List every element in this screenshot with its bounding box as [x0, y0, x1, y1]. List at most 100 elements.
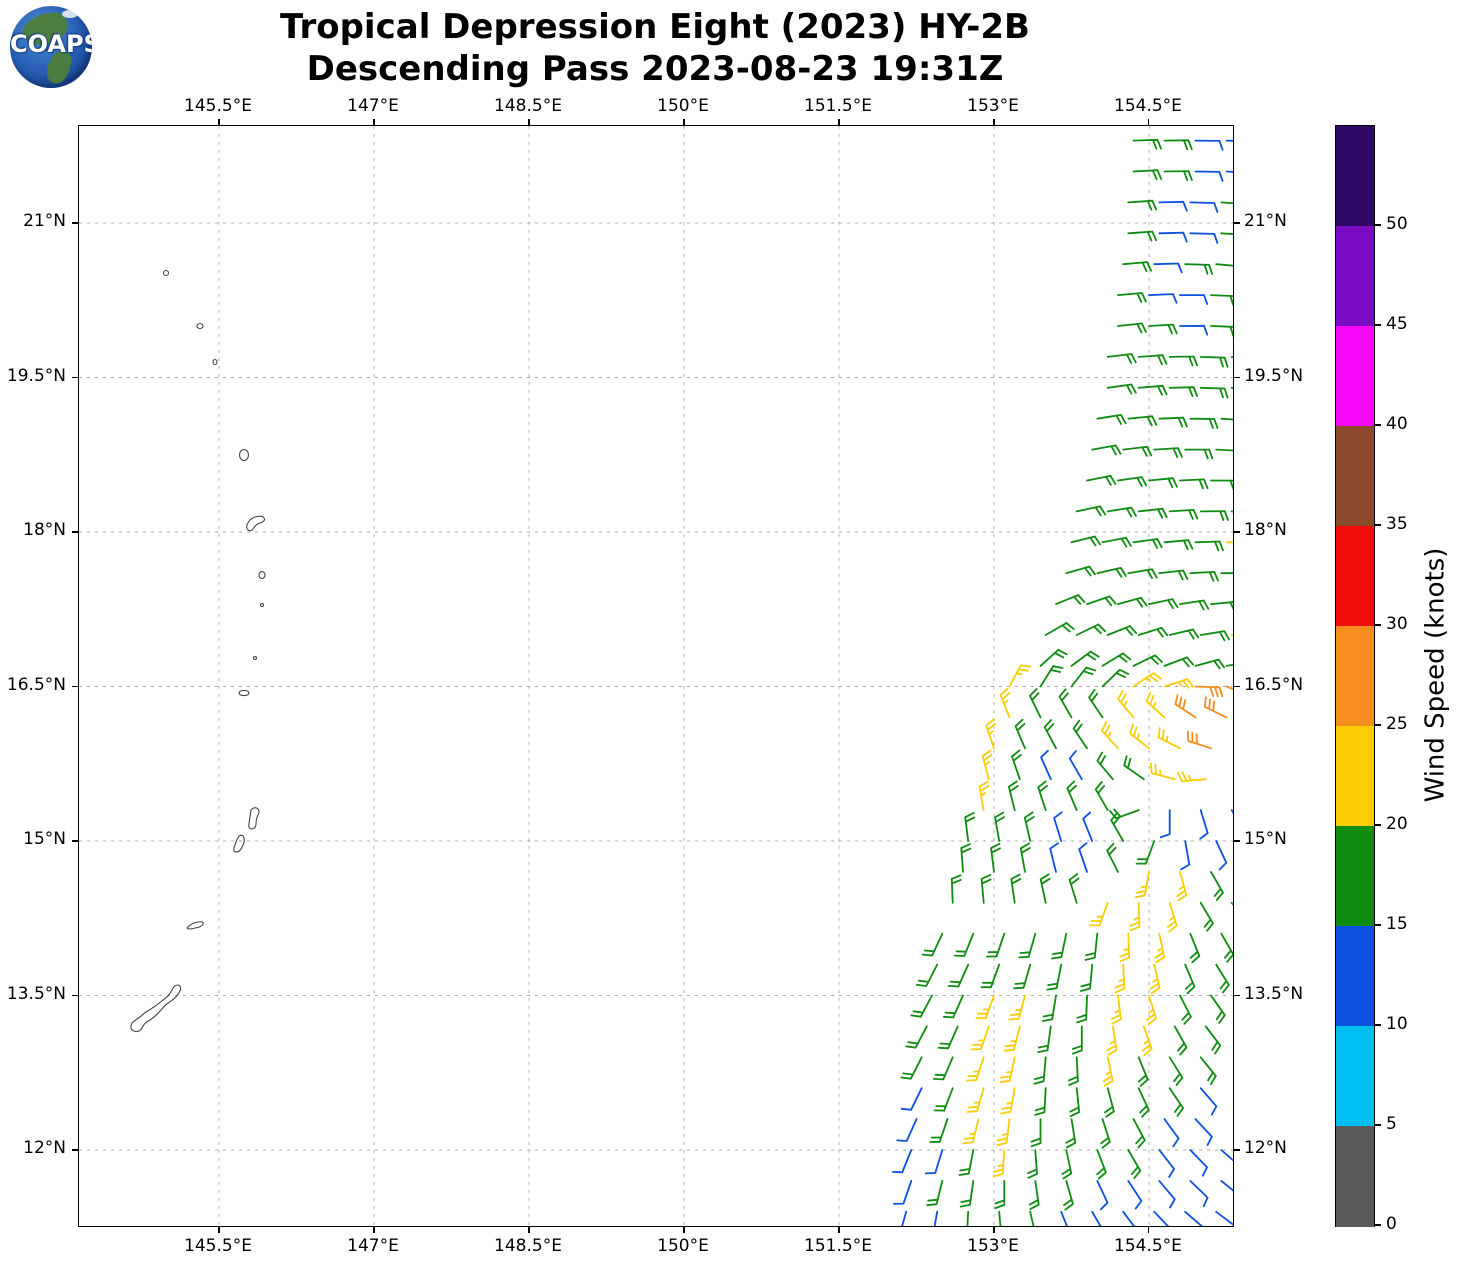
wind-barb — [996, 1118, 1011, 1146]
wind-barb — [1225, 685, 1233, 691]
wind-barb — [933, 1087, 954, 1112]
wind-barb — [1028, 1180, 1040, 1210]
wind-barb — [1194, 540, 1224, 552]
wind-barb — [1168, 628, 1200, 640]
y-axis-tick — [1234, 1149, 1240, 1151]
wind-barb — [1179, 478, 1209, 490]
colorbar-tick-label: 50 — [1386, 214, 1408, 234]
wind-barb — [1008, 780, 1019, 811]
wind-barb — [1199, 510, 1229, 521]
wind-barb — [1072, 1025, 1083, 1055]
wind-barb — [1158, 1180, 1176, 1209]
island-outline — [233, 834, 245, 853]
wind-barb — [921, 932, 944, 957]
wind-barb — [1123, 755, 1145, 781]
colorbar-tick — [1375, 624, 1381, 626]
x-axis-tick — [1147, 119, 1150, 125]
coaps-logo: COAPS — [10, 6, 92, 88]
x-axis-label: 153°E — [967, 96, 1019, 116]
wind-barb — [924, 1149, 944, 1175]
colorbar-tick — [1375, 1224, 1381, 1226]
wind-barb — [1189, 417, 1219, 429]
wind-barb — [1122, 1210, 1135, 1226]
wind-barb — [965, 1056, 985, 1082]
wind-barb — [1018, 932, 1037, 959]
colorbar-tick — [1375, 824, 1381, 826]
wind-barb — [1065, 1118, 1077, 1149]
wind-barb — [1014, 718, 1026, 750]
wind-barb — [1210, 325, 1233, 337]
wind-barb — [1137, 626, 1169, 638]
y-axis-tick — [72, 840, 78, 842]
wind-barb — [1230, 809, 1233, 815]
wind-barb — [1132, 654, 1163, 667]
wind-barb — [1068, 750, 1083, 781]
wind-barb — [1076, 994, 1088, 1024]
island-outline — [186, 921, 204, 930]
island-outline — [258, 570, 266, 580]
x-axis-label: 145.5°E — [184, 1236, 252, 1256]
wind-barb — [1204, 1025, 1222, 1055]
wind-barb — [1117, 689, 1135, 719]
wind-barb — [1084, 932, 1099, 961]
wind-barb — [1101, 536, 1132, 548]
wind-barb — [893, 1180, 913, 1205]
arctic-ice — [62, 10, 78, 18]
wind-barb — [1029, 1210, 1035, 1226]
wind-barb — [1163, 170, 1193, 181]
wind-barb — [1179, 994, 1192, 1025]
wind-barb — [1106, 625, 1138, 636]
wind-barb — [1134, 871, 1150, 899]
x-axis-label: 154.5°E — [1114, 96, 1182, 116]
wind-barb — [929, 1118, 949, 1143]
colorbar-segment-50+ — [1336, 126, 1374, 227]
wind-barb — [1102, 1056, 1114, 1087]
wind-barb — [1194, 1118, 1213, 1146]
wind-barb — [1091, 444, 1122, 456]
wind-barb — [1220, 201, 1233, 205]
colorbar-segment-35-40 — [1336, 426, 1374, 527]
wind-barb — [932, 1056, 954, 1081]
wind-barb — [1068, 1056, 1079, 1086]
wind-barb — [1159, 809, 1171, 839]
wind-barb — [1106, 383, 1137, 395]
wind-barb — [1086, 595, 1117, 607]
wind-barb — [1044, 622, 1075, 636]
wind-barb — [926, 1180, 944, 1207]
wind-barb — [1158, 569, 1189, 581]
colorbar-tick-label: 25 — [1386, 714, 1408, 734]
y-axis-tick — [1234, 222, 1240, 224]
x-axis-label: 151.5°E — [804, 96, 872, 116]
wind-barb — [1189, 1180, 1209, 1208]
wind-barb — [1127, 1149, 1142, 1179]
colorbar-tick-label: 40 — [1386, 414, 1408, 434]
wind-barb — [1230, 633, 1233, 636]
colorbar-segment-10-15 — [1336, 926, 1374, 1027]
wind-barb — [1101, 668, 1130, 688]
wind-barb — [1158, 200, 1188, 212]
wind-barb — [1117, 292, 1147, 303]
y-axis-label: 19.5°N — [6, 365, 66, 386]
wind-barb — [1166, 901, 1178, 933]
wind-barb — [1135, 840, 1156, 865]
colorbar-tick — [1375, 324, 1381, 326]
figure-title-line1: Tropical Depression Eight (2023) HY-2B — [280, 7, 1030, 47]
wind-barb — [978, 780, 990, 811]
y-axis-label: 13.5°N — [1244, 983, 1304, 1004]
wind-barb — [942, 994, 964, 1019]
wind-barb — [1220, 417, 1233, 421]
y-axis-tick — [1234, 376, 1240, 378]
wind-barb — [1114, 963, 1126, 994]
wind-barb — [1091, 1210, 1102, 1226]
wind-barb — [1215, 448, 1233, 452]
wind-barb — [1069, 1087, 1081, 1118]
wind-barb — [1137, 507, 1168, 519]
wind-barb — [1153, 1210, 1170, 1226]
wind-barb — [1039, 665, 1064, 688]
wind-barb — [1132, 672, 1162, 688]
wind-barb — [1037, 1025, 1052, 1053]
wind-barb — [1199, 356, 1229, 368]
wind-barb — [933, 1210, 939, 1226]
wind-barb — [966, 1087, 985, 1113]
wind-barb — [1149, 762, 1176, 781]
